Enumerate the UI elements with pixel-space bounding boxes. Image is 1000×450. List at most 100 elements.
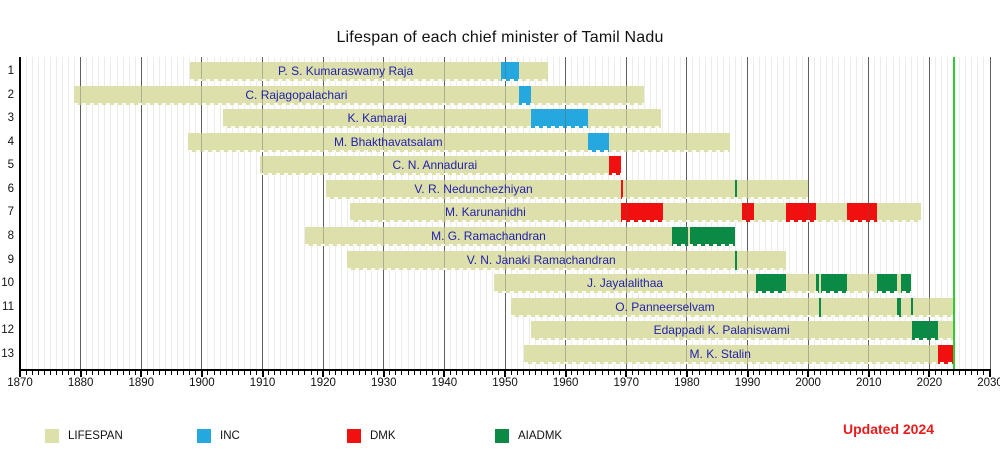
row-number: 11 xyxy=(2,300,14,313)
axis-tick-minor xyxy=(128,371,130,375)
axis-tick-minor xyxy=(195,371,197,375)
gridline-decade xyxy=(928,57,930,369)
axis-tick-minor xyxy=(340,371,342,375)
gridline-year xyxy=(286,57,288,369)
gridline-decade-overlay xyxy=(807,57,809,369)
gridline-year xyxy=(55,57,57,369)
term-segment-aiadmk xyxy=(910,297,913,317)
term-segment-inc xyxy=(501,62,519,81)
gridline-year xyxy=(110,57,112,369)
axis-tick-minor xyxy=(165,371,166,375)
gridline-year xyxy=(92,57,94,369)
gridline-decade-overlay xyxy=(201,57,203,369)
term-segment-inc xyxy=(588,132,610,152)
axis-tick-label: 1940 xyxy=(431,377,458,389)
axis-tick-minor xyxy=(419,371,421,375)
row-number: 9 xyxy=(7,253,14,266)
gridline-year xyxy=(207,57,209,369)
axis-tick-minor xyxy=(553,371,554,375)
row-number: 12 xyxy=(1,324,14,337)
row-separator-dashes xyxy=(511,314,954,317)
axis-tick-minor xyxy=(759,371,761,375)
axis-tick-minor xyxy=(892,371,894,375)
axis-tick-minor xyxy=(189,371,191,375)
gridline-year xyxy=(43,57,45,369)
gridline-decade xyxy=(80,57,82,369)
axis-tick-minor xyxy=(595,371,597,375)
legend: LIFESPAN INC DMK AIADMK xyxy=(0,428,1000,444)
axis-tick-minor xyxy=(862,371,864,375)
legend-item: INC xyxy=(197,428,240,444)
gridline-year xyxy=(37,57,39,369)
gridline-year xyxy=(231,57,233,369)
axis-tick-minor xyxy=(837,371,839,375)
term-segment-aiadmk xyxy=(911,321,938,341)
gridline-decade-overlay xyxy=(747,57,748,369)
axis-tick-minor xyxy=(522,371,524,375)
axis-tick-minor xyxy=(86,371,88,375)
axis-tick-minor xyxy=(510,371,512,375)
row-separator-dashes xyxy=(223,126,662,129)
axis-tick-minor xyxy=(255,371,257,375)
axis-tick-minor xyxy=(110,371,112,375)
gridline-year xyxy=(304,57,306,369)
lifespan-bar xyxy=(493,274,911,294)
row-number: 6 xyxy=(7,182,14,195)
axis-tick-minor xyxy=(540,371,542,375)
gridline-year xyxy=(158,57,160,369)
updated-note: Updated 2024 xyxy=(843,421,935,437)
term-segment-dmk xyxy=(620,179,623,199)
plot-area: P. S. Kumaraswamy Raja C. Rajagopalachari… xyxy=(20,57,991,369)
axis-tick-minor xyxy=(650,371,651,375)
gridline-year xyxy=(146,57,148,369)
gridline-year xyxy=(280,57,282,369)
gridline-year xyxy=(225,57,227,369)
axis-tick-minor xyxy=(280,371,282,375)
gridline-decade-overlay xyxy=(443,57,445,369)
axis-tick-minor xyxy=(971,371,973,375)
axis-tick-minor xyxy=(25,371,27,375)
axis-tick-minor xyxy=(207,371,209,375)
axis-tick-minor xyxy=(395,371,397,375)
lifespan-bar xyxy=(189,62,548,81)
axis-tick-minor xyxy=(462,371,464,375)
row-number: 4 xyxy=(7,135,14,148)
legend-swatch-dmk xyxy=(347,429,361,443)
axis-tick-minor xyxy=(789,371,791,375)
axis-tick-minor xyxy=(413,371,415,375)
term-segment-dmk xyxy=(786,203,817,223)
axis-tick-minor xyxy=(304,371,306,375)
axis-tick-minor xyxy=(468,371,470,375)
axis-tick-major xyxy=(261,371,264,377)
cm-name-label: Edappadi K. Palaniswami xyxy=(653,323,790,338)
cm-name-label: C. Rajagopalachari xyxy=(245,87,348,102)
axis-tick-minor xyxy=(328,371,330,375)
row-separator-dashes xyxy=(349,220,921,223)
gridline-decade xyxy=(201,57,203,369)
gridline-year xyxy=(941,57,942,369)
axis-tick-minor xyxy=(977,371,979,375)
row-separator-dashes xyxy=(326,196,809,199)
gridline-year xyxy=(243,57,245,369)
axis-tick-minor xyxy=(819,371,821,375)
cm-name-label: J. Jayalalithaa xyxy=(587,276,664,291)
axis-tick-minor xyxy=(795,371,797,375)
axis-tick-label: 1980 xyxy=(674,377,700,389)
axis-tick-minor xyxy=(734,371,736,375)
axis-tick-minor xyxy=(183,371,185,375)
gridline-year xyxy=(177,57,179,369)
gridline-decade-overlay xyxy=(383,57,385,369)
axis-tick-minor xyxy=(158,371,160,375)
gridline-year xyxy=(128,57,130,369)
axis-tick-major xyxy=(564,371,567,377)
axis-tick-minor xyxy=(692,371,694,375)
gridline-year xyxy=(292,57,294,369)
axis-tick-minor xyxy=(401,371,403,375)
gridline-decade-overlay xyxy=(80,57,82,369)
axis-tick-major xyxy=(807,371,810,377)
axis-tick-minor xyxy=(941,371,942,375)
axis-tick-label: 1960 xyxy=(552,377,579,389)
axis-tick-minor xyxy=(286,371,288,375)
axis-tick-minor xyxy=(55,371,57,375)
axis-tick-minor xyxy=(716,371,718,375)
